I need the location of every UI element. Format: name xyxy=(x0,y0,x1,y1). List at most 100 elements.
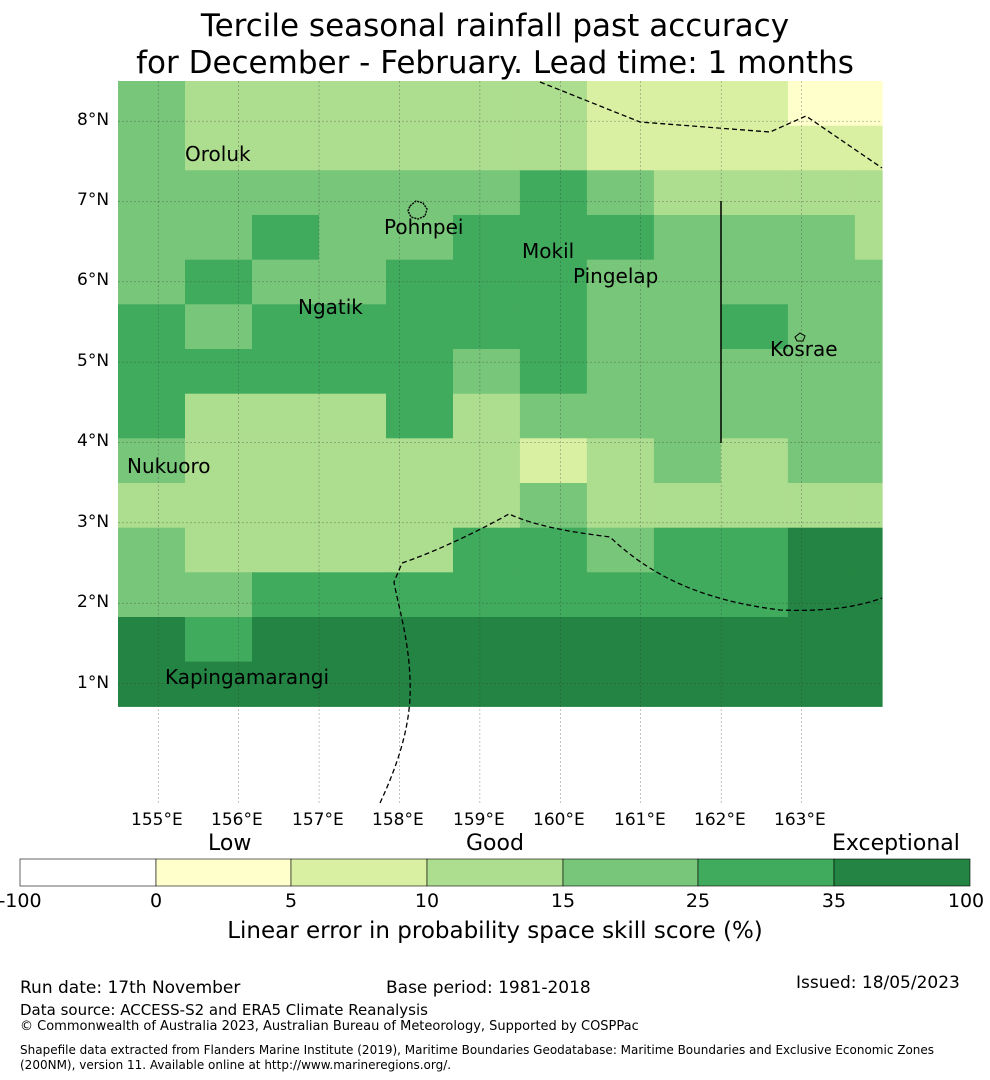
lat-label-8n: 8°N xyxy=(77,110,110,130)
grid-cell xyxy=(453,170,521,216)
grid-cell xyxy=(653,661,722,707)
grid-cell xyxy=(252,527,320,573)
grid-cell xyxy=(586,527,655,573)
grid-cell xyxy=(118,483,186,529)
grid-cell xyxy=(519,125,588,171)
grid-cell xyxy=(252,215,320,261)
grid-cell xyxy=(586,661,655,707)
grid-cell xyxy=(453,438,521,484)
colorbar-segment xyxy=(833,858,971,887)
colorbar-segment xyxy=(562,858,699,887)
grid-cell xyxy=(653,527,722,573)
grid-cell xyxy=(453,304,521,350)
grid-cell xyxy=(586,393,655,439)
grid-cell xyxy=(586,438,655,484)
grid-cell xyxy=(854,572,883,618)
skill-grid xyxy=(118,81,883,707)
grid-cell xyxy=(453,483,521,529)
colorbar-tick: -100 xyxy=(0,890,42,912)
grid-cell xyxy=(118,393,186,439)
grid-cell xyxy=(118,572,186,618)
grid-cell xyxy=(319,81,387,127)
grid-cell xyxy=(252,661,320,707)
grid-cell xyxy=(586,349,655,395)
grid-cell xyxy=(519,215,588,261)
grid-cell xyxy=(653,438,722,484)
place-label-oroluk: Oroluk xyxy=(185,142,251,166)
grid-cell xyxy=(519,170,588,216)
grid-cell xyxy=(854,393,883,439)
grid-cell xyxy=(854,304,883,350)
grid-cell xyxy=(854,527,883,573)
grid-cell xyxy=(787,483,856,529)
grid-cell xyxy=(787,438,856,484)
grid-cell xyxy=(787,304,856,350)
grid-cell xyxy=(319,483,387,529)
grid-cell xyxy=(319,349,387,395)
colorbar-tick: 10 xyxy=(414,890,440,912)
grid-cell xyxy=(185,304,253,350)
chart-title-line1: Tercile seasonal rainfall past accuracy xyxy=(200,8,790,44)
grid-cell xyxy=(386,170,454,216)
grid-cell xyxy=(787,125,856,171)
grid-cell xyxy=(586,81,655,127)
pohnpei-island-outline xyxy=(407,200,428,220)
grid-cell xyxy=(787,81,856,127)
grid-cell xyxy=(519,259,588,305)
grid-cell xyxy=(185,438,253,484)
grid-cell xyxy=(854,483,883,529)
grid-cell xyxy=(854,661,883,707)
base-period: Base period: 1981-2018 xyxy=(386,978,591,998)
colorbar-segment xyxy=(426,858,564,887)
place-label-pohnpei: Pohnpei xyxy=(384,215,464,239)
grid-cell xyxy=(787,661,856,707)
place-label-ngatik: Ngatik xyxy=(298,295,363,319)
chart-title-line2: for December - February. Lead time: 1 mo… xyxy=(136,45,854,81)
grid-cell xyxy=(720,215,789,261)
place-label-nukuoro: Nukuoro xyxy=(127,454,211,478)
grid-cell xyxy=(519,527,588,573)
colorbar-tick: 0 xyxy=(149,890,163,912)
eez-boundary-south xyxy=(379,513,883,804)
colorbar-tick: 5 xyxy=(284,890,298,912)
grid-cell xyxy=(319,393,387,439)
grid-cell xyxy=(720,81,789,127)
grid-cell xyxy=(252,483,320,529)
grid-cell xyxy=(854,81,883,127)
grid-cell xyxy=(586,215,655,261)
grid-cell xyxy=(252,393,320,439)
grid-cell xyxy=(386,438,454,484)
grid-cell xyxy=(653,125,722,171)
colorbar-category-exceptional: Exceptional xyxy=(832,831,960,856)
grid-cell xyxy=(252,170,320,216)
grid-cell xyxy=(252,125,320,171)
grid-cell xyxy=(319,125,387,171)
grid-cell xyxy=(787,617,856,663)
grid-cell xyxy=(252,572,320,618)
lon-label-156e: 156°E xyxy=(211,810,263,830)
grid-cell xyxy=(252,349,320,395)
colorbar-category-low: Low xyxy=(208,831,252,856)
colorbar-segment xyxy=(155,858,292,887)
grid-cell xyxy=(386,393,454,439)
grid-cell xyxy=(653,617,722,663)
grid-cell xyxy=(185,170,253,216)
grid-cell xyxy=(586,259,655,305)
grid-cell xyxy=(185,661,253,707)
grid-cell xyxy=(319,215,387,261)
grid-cell xyxy=(519,349,588,395)
grid-cell xyxy=(453,125,521,171)
grid-cell xyxy=(319,170,387,216)
grid-cell xyxy=(720,170,789,216)
grid-cell xyxy=(319,438,387,484)
grid-cell xyxy=(185,81,253,127)
grid-cell xyxy=(185,259,253,305)
grid-cell xyxy=(319,661,387,707)
lon-label-163e: 163°E xyxy=(774,810,826,830)
grid-cell xyxy=(787,393,856,439)
lat-label-2n: 2°N xyxy=(77,592,110,612)
run-date: Run date: 17th November xyxy=(20,978,241,998)
place-label-kosrae: Kosrae xyxy=(770,337,838,361)
grid-cell xyxy=(787,527,856,573)
